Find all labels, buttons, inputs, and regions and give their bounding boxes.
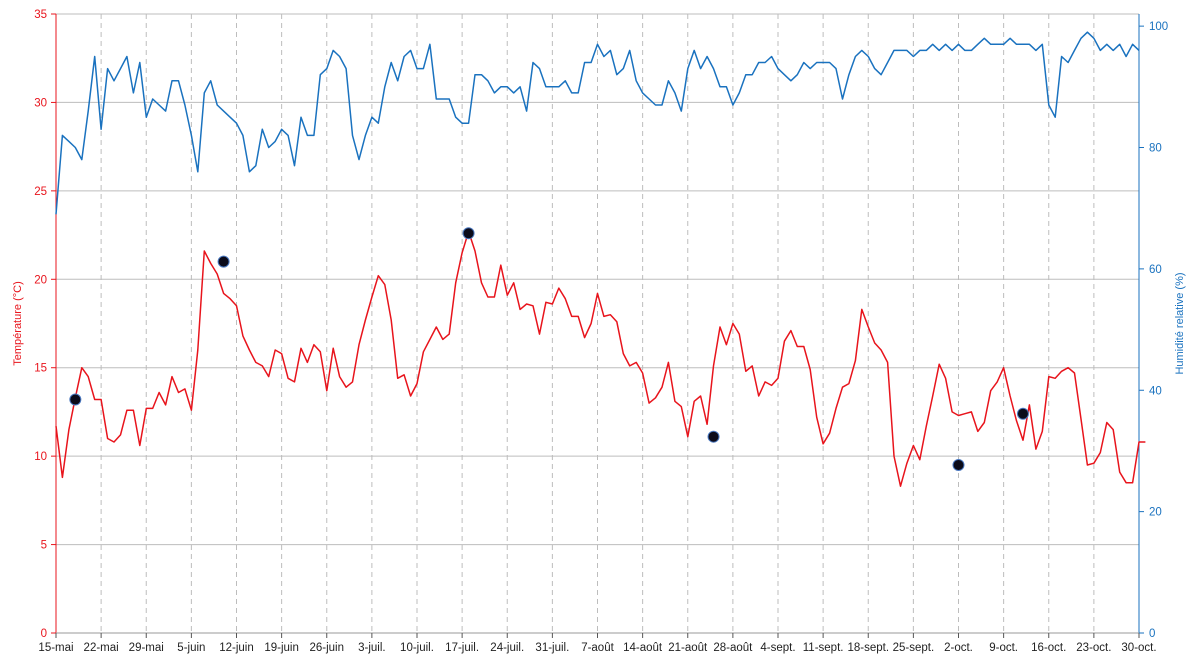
x-tick-label: 7-août: [581, 642, 614, 654]
temperature-marker: [952, 458, 965, 471]
right-tick-label: 60: [1149, 264, 1162, 276]
x-tick-label: 14-août: [623, 642, 663, 654]
x-tick-label: 12-juin: [219, 642, 254, 654]
x-tick-label: 10-juil.: [400, 642, 434, 654]
x-tick-label: 30-oct.: [1121, 642, 1156, 654]
temperature-marker: [707, 430, 720, 443]
left-axis-title: Température (°C): [12, 281, 24, 365]
x-tick-label: 22-mai: [84, 642, 119, 654]
x-tick-label: 17-juil.: [445, 642, 479, 654]
grid-layer: [56, 13, 1140, 633]
temperature-series-line: [55, 230, 1146, 487]
x-tick-label: 15-mai: [38, 642, 73, 654]
x-tick-label: 24-juil.: [490, 642, 524, 654]
x-tick-label: 29-mai: [129, 642, 164, 654]
right-axis-title: Humidité relative (%): [1174, 272, 1186, 374]
x-tick-label: 4-sept.: [760, 642, 795, 654]
humidity-series-line: [55, 31, 1140, 215]
left-tick-label: 10: [34, 451, 47, 463]
tick-layer: 0 5 10 15 20 25 30 35 15-mai 22-mai 29-mai 5-juin 12…: [34, 9, 1168, 654]
x-tick-label: 2-oct.: [944, 642, 973, 654]
x-tick-label: 31-juil.: [535, 642, 569, 654]
left-tick-label: 15: [34, 363, 47, 375]
x-tick-label: 18-sept.: [847, 642, 889, 654]
right-tick-label: 100: [1149, 21, 1168, 33]
x-tick-label: 23-oct.: [1076, 642, 1111, 654]
temperature-marker: [69, 393, 82, 406]
x-tick-label: 28-août: [713, 642, 753, 654]
x-tick-label: 11-sept.: [803, 642, 844, 654]
x-tick-label: 3-juil.: [358, 642, 385, 654]
left-tick-label: 0: [41, 628, 47, 640]
temperature-marker: [1016, 407, 1029, 420]
right-tick-label: 40: [1149, 385, 1162, 397]
right-tick-label: 20: [1149, 507, 1162, 519]
x-tick-label: 25-sept.: [893, 642, 935, 654]
left-tick-label: 5: [41, 540, 47, 552]
temperature-marker: [217, 255, 230, 268]
x-tick-label: 19-juin: [264, 642, 299, 654]
x-tick-label: 16-oct.: [1031, 642, 1066, 654]
right-tick-label: 80: [1149, 143, 1162, 155]
series-layer: [55, 31, 1146, 487]
x-tick-label: 26-juin: [309, 642, 344, 654]
left-tick-label: 35: [34, 9, 47, 21]
right-tick-label: 0: [1149, 628, 1155, 640]
left-tick-label: 30: [34, 97, 47, 109]
marker-layer: [69, 227, 1029, 471]
left-tick-label: 20: [34, 274, 47, 286]
temperature-marker: [462, 227, 475, 240]
x-tick-label: 5-juin: [177, 642, 205, 654]
left-tick-label: 25: [34, 186, 47, 198]
x-tick-label: 9-oct.: [989, 642, 1018, 654]
x-tick-label: 21-août: [668, 642, 708, 654]
